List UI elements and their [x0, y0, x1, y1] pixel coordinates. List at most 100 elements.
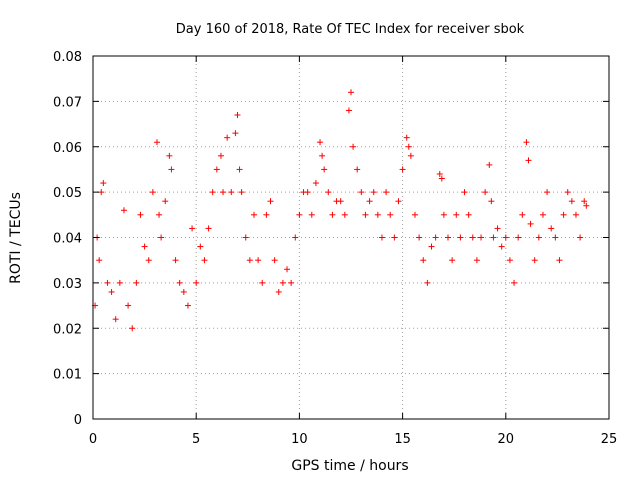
data-point: [498, 243, 505, 250]
data-point: [362, 211, 369, 218]
data-point: [238, 189, 245, 196]
data-point: [104, 279, 111, 286]
data-point: [486, 161, 493, 168]
data-point: [133, 279, 140, 286]
data-point: [490, 234, 497, 241]
data-point: [548, 225, 555, 232]
data-point: [488, 198, 495, 205]
data-point: [100, 180, 107, 187]
data-point: [180, 288, 187, 295]
data-point: [197, 243, 204, 250]
axis-ticks: [92, 55, 610, 420]
data-point: [581, 198, 588, 205]
data-point: [366, 198, 373, 205]
data-point: [319, 152, 326, 159]
data-point: [275, 288, 282, 295]
data-point: [329, 211, 336, 218]
data-point: [378, 234, 385, 241]
data-point: [391, 234, 398, 241]
data-point: [271, 257, 278, 264]
data-point: [354, 166, 361, 173]
data-point: [224, 134, 231, 141]
data-point: [345, 107, 352, 114]
data-point: [568, 198, 575, 205]
data-point: [407, 152, 414, 159]
x-tick-label: 20: [498, 432, 515, 447]
data-point: [449, 257, 456, 264]
data-point: [317, 139, 324, 146]
data-point: [461, 189, 468, 196]
data-point: [358, 189, 365, 196]
y-tick-label: 0.04: [53, 232, 82, 247]
data-point: [98, 189, 105, 196]
y-axis-label: ROTI / TECUs: [8, 192, 24, 284]
data-point: [108, 288, 115, 295]
data-point: [523, 139, 530, 146]
data-point: [515, 234, 522, 241]
data-point: [184, 302, 191, 309]
data-point: [411, 211, 418, 218]
data-point: [494, 225, 501, 232]
data-point: [453, 211, 460, 218]
data-point: [304, 189, 311, 196]
data-point: [552, 234, 559, 241]
data-point: [234, 111, 241, 118]
data-point: [436, 170, 443, 177]
data-point: [502, 234, 509, 241]
data-point: [374, 211, 381, 218]
data-point: [531, 257, 538, 264]
data-point: [193, 279, 200, 286]
data-point: [432, 234, 439, 241]
data-point: [519, 211, 526, 218]
data-point: [506, 257, 513, 264]
data-point: [539, 211, 546, 218]
y-tick-labels: 0 0.01 0.02 0.03 0.04 0.05 0.06 0.07 0.08: [53, 50, 82, 428]
data-point: [267, 198, 274, 205]
data-point: [209, 189, 216, 196]
data-point: [395, 198, 402, 205]
data-point: [399, 166, 406, 173]
data-point: [255, 257, 262, 264]
data-point: [228, 189, 235, 196]
y-tick-label: 0.06: [53, 141, 82, 156]
y-tick-label: 0.02: [53, 322, 82, 337]
data-point: [438, 175, 445, 182]
data-point: [263, 211, 270, 218]
data-point: [341, 211, 348, 218]
y-tick-label: 0.08: [53, 50, 82, 65]
data-point: [556, 257, 563, 264]
data-point: [572, 211, 579, 218]
data-point: [321, 166, 328, 173]
y-tick-label: 0: [74, 413, 82, 428]
data-point: [350, 143, 357, 150]
data-point: [205, 225, 212, 232]
data-point: [242, 234, 249, 241]
data-point: [259, 279, 266, 286]
x-tick-label: 10: [291, 432, 308, 447]
data-point: [288, 279, 295, 286]
data-point: [416, 234, 423, 241]
data-point: [348, 89, 354, 96]
data-point: [405, 143, 412, 150]
data-point: [250, 211, 257, 218]
data-point: [137, 211, 144, 218]
data-point: [424, 279, 431, 286]
data-point: [325, 189, 332, 196]
data-point: [120, 207, 127, 214]
data-point: [236, 166, 243, 173]
data-point: [141, 243, 148, 250]
data-point: [116, 279, 123, 286]
data-point: [312, 180, 319, 187]
y-tick-label: 0.05: [53, 186, 82, 201]
data-points: [92, 89, 590, 332]
data-point: [162, 198, 169, 205]
data-point: [296, 211, 303, 218]
data-point: [158, 234, 165, 241]
data-point: [445, 234, 452, 241]
x-tick-labels: 0 5 10 15 20 25: [89, 432, 617, 447]
data-point: [583, 202, 590, 209]
data-point: [153, 139, 160, 146]
chart-title: Day 160 of 2018, Rate Of TEC Index for r…: [176, 22, 525, 37]
data-point: [577, 234, 584, 241]
